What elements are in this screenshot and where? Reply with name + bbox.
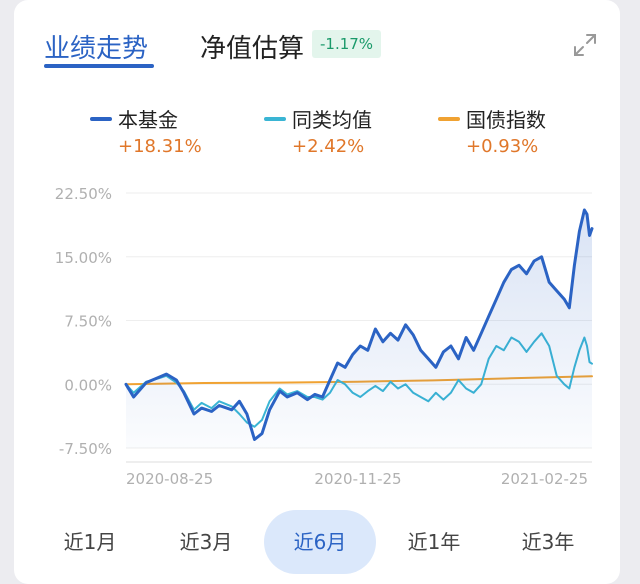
tab-estimate[interactable]: 净值估算 — [200, 34, 305, 64]
series-area-fund — [126, 210, 592, 448]
y-tick-label: 0.00% — [64, 376, 112, 394]
expand-icon[interactable] — [572, 32, 598, 58]
legend-fund-swatch — [90, 117, 112, 121]
legend-fund-value: +18.31% — [118, 136, 202, 157]
legend-treasury-value: +0.93% — [466, 136, 539, 157]
y-tick-label: 7.50% — [64, 313, 112, 331]
tab-performance[interactable]: 业绩走势 — [44, 34, 149, 64]
legend-treasury-name: 国债指数 — [466, 108, 546, 132]
active-tab-indicator — [44, 64, 154, 68]
x-tick-label: 2020-08-25 — [126, 470, 213, 488]
legend-treasury-swatch — [438, 117, 460, 121]
range-3-months[interactable]: 近3月 — [179, 530, 233, 554]
estimate-change-badge: -1.17% — [312, 30, 382, 58]
range-1-year[interactable]: 近1年 — [407, 530, 461, 554]
legend-peer-value: +2.42% — [292, 136, 365, 157]
x-tick-label: 2020-11-25 — [314, 470, 401, 488]
y-tick-label: 22.50% — [55, 185, 112, 203]
range-6-months[interactable]: 近6月 — [264, 510, 376, 574]
y-tick-label: -7.50% — [59, 440, 112, 458]
series-line-fund — [124, 208, 594, 441]
y-tick-label: 15.00% — [55, 249, 112, 267]
legend-peer-name: 同类均值 — [292, 108, 372, 132]
legend-peer-swatch — [264, 117, 286, 121]
legend-fund-name: 本基金 — [118, 108, 178, 132]
range-1-month[interactable]: 近1月 — [63, 530, 117, 554]
x-tick-label: 2021-02-25 — [501, 470, 588, 488]
range-3-years[interactable]: 近3年 — [521, 530, 575, 554]
